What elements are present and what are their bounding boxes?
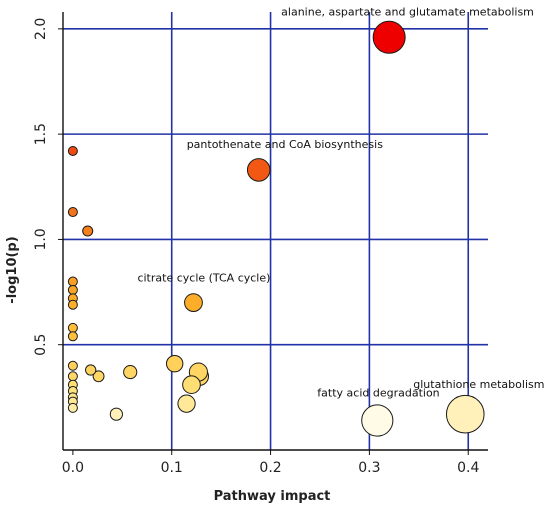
point-annotation: glutathione metabolism xyxy=(413,378,544,391)
x-tick-label: 0.1 xyxy=(161,460,183,476)
data-point xyxy=(67,299,78,310)
y-tick-label: 0.5 xyxy=(33,334,49,356)
axes xyxy=(58,12,488,455)
data-point xyxy=(67,331,78,342)
data-point xyxy=(445,394,485,434)
data-point xyxy=(246,158,271,182)
data-point xyxy=(123,364,138,380)
point-annotation: pantothenate and CoA biosynthesis xyxy=(187,138,384,151)
data-point xyxy=(67,145,78,156)
data-points xyxy=(67,20,485,437)
data-point xyxy=(67,276,78,287)
data-point xyxy=(82,225,94,237)
x-tick-label: 0.2 xyxy=(259,460,281,476)
point-annotation: fatty acid degradation xyxy=(317,387,439,400)
data-point xyxy=(67,284,78,295)
data-point xyxy=(184,293,203,312)
data-point xyxy=(67,402,78,413)
tick-labels: 0.0 0.1 0.2 0.3 0.4 0.5 1.0 1.5 2.0 xyxy=(33,18,479,476)
data-point xyxy=(67,371,78,382)
point-annotation: citrate cycle (TCA cycle) xyxy=(137,272,270,285)
point-annotation: alanine, aspartate and glutamate metabol… xyxy=(281,5,534,18)
y-tick-label: 1.0 xyxy=(33,228,49,250)
grid-lines xyxy=(63,12,488,450)
data-point xyxy=(165,354,184,373)
data-point xyxy=(92,370,105,383)
data-point xyxy=(85,364,97,376)
data-point xyxy=(67,207,78,218)
x-tick-label: 0.4 xyxy=(457,460,479,476)
data-point xyxy=(177,394,196,413)
data-point xyxy=(109,407,123,421)
data-point xyxy=(372,20,406,54)
y-tick-label: 2.0 xyxy=(33,18,49,40)
data-point xyxy=(67,360,78,371)
data-point xyxy=(67,322,78,333)
point-annotations: alanine, aspartate and glutamate metabol… xyxy=(137,5,544,399)
data-point xyxy=(182,375,201,395)
x-tick-label: 0.0 xyxy=(62,460,84,476)
x-axis-title: Pathway impact xyxy=(214,489,331,504)
data-point xyxy=(361,404,394,437)
x-tick-label: 0.3 xyxy=(358,460,380,476)
y-axis-title: -log10(p) xyxy=(5,236,20,303)
y-tick-label: 1.5 xyxy=(33,123,49,145)
